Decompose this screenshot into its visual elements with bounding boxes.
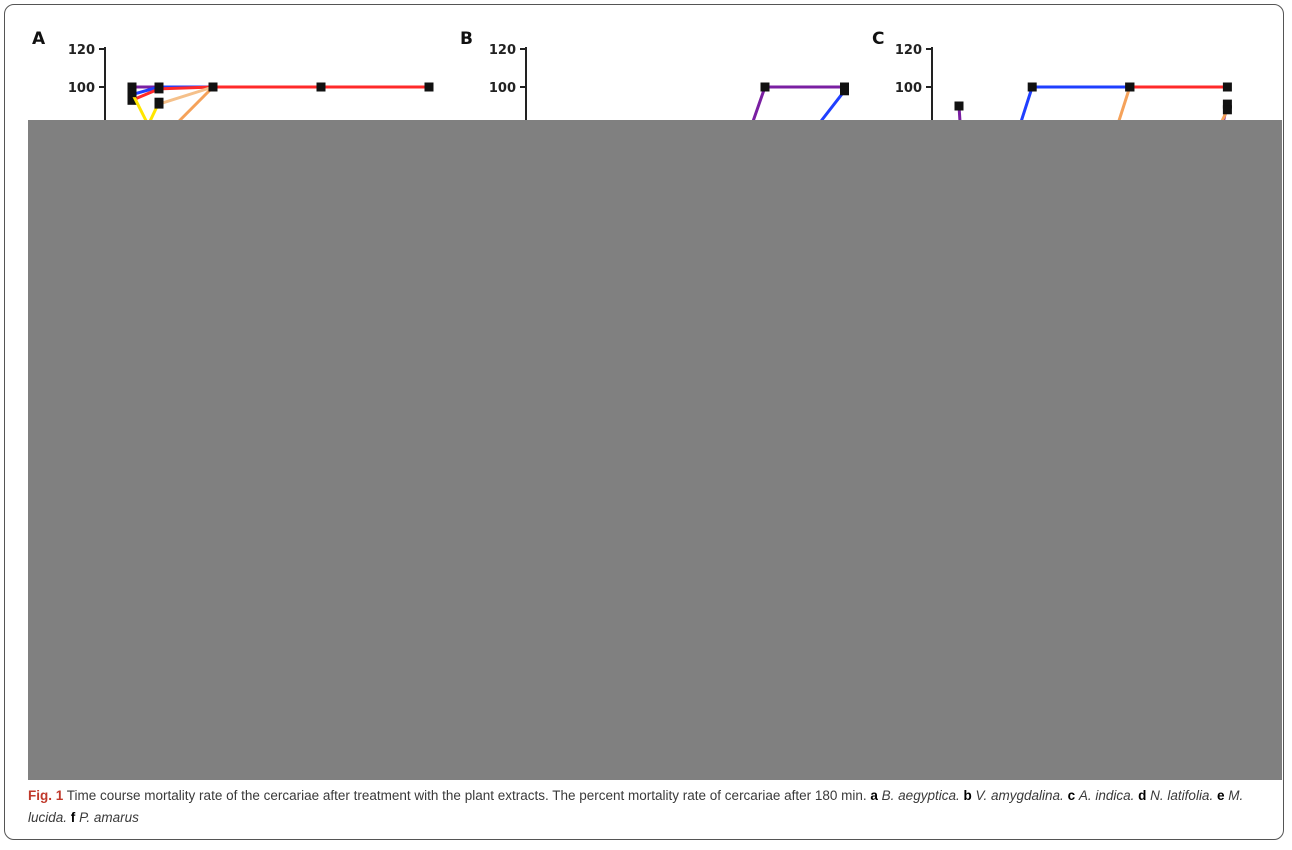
panel-label-c: C bbox=[872, 29, 884, 49]
caption-item-c: c A. indica. bbox=[1067, 788, 1135, 803]
data-point bbox=[1222, 99, 1232, 109]
figure-caption: Fig. 1 Time course mortality rate of the… bbox=[28, 785, 1268, 829]
series-line-c-2 bbox=[1116, 86, 1132, 126]
caption-item-a: a B. aegyptica. bbox=[870, 788, 960, 803]
series-line-a-4 bbox=[158, 85, 214, 106]
panel-label-b: B bbox=[460, 29, 473, 49]
data-point bbox=[840, 86, 849, 96]
panel-label-a: A bbox=[32, 29, 46, 49]
y-tick-label: 100 bbox=[68, 81, 95, 96]
redacted-region bbox=[28, 120, 1282, 780]
data-point bbox=[127, 88, 137, 98]
series-line-a-5 bbox=[174, 85, 215, 127]
data-point bbox=[208, 82, 218, 92]
caption-item-d: d N. latifolia. bbox=[1138, 788, 1214, 803]
y-tick-label: 100 bbox=[489, 81, 516, 96]
panel-c: C12010080 bbox=[872, 29, 1232, 134]
data-point bbox=[127, 95, 137, 105]
caption-item-f: f P. amarus bbox=[70, 810, 139, 825]
panel-a: A12010080 bbox=[32, 29, 434, 134]
data-point bbox=[1222, 105, 1232, 115]
data-point bbox=[954, 101, 964, 111]
data-point bbox=[1125, 82, 1135, 92]
panel-b: B12010080 bbox=[460, 29, 849, 134]
data-point bbox=[1222, 82, 1232, 92]
data-point bbox=[424, 82, 434, 92]
data-point bbox=[127, 82, 137, 92]
y-tick-label: 120 bbox=[68, 43, 95, 58]
y-tick-label: 120 bbox=[489, 43, 516, 58]
data-point bbox=[1027, 82, 1037, 92]
data-point bbox=[760, 82, 770, 92]
data-point bbox=[154, 99, 164, 109]
caption-text: Time course mortality rate of the cercar… bbox=[66, 788, 867, 803]
figure-label: Fig. 1 bbox=[28, 788, 64, 803]
y-tick-label: 120 bbox=[895, 43, 922, 58]
data-point bbox=[316, 82, 326, 92]
y-tick-label: 100 bbox=[895, 81, 922, 96]
data-point bbox=[154, 84, 164, 94]
series-line-b-1 bbox=[816, 89, 846, 126]
caption-item-e: e M. lucida. bbox=[28, 788, 1244, 825]
caption-item-b: b V. amygdalina. bbox=[963, 788, 1064, 803]
